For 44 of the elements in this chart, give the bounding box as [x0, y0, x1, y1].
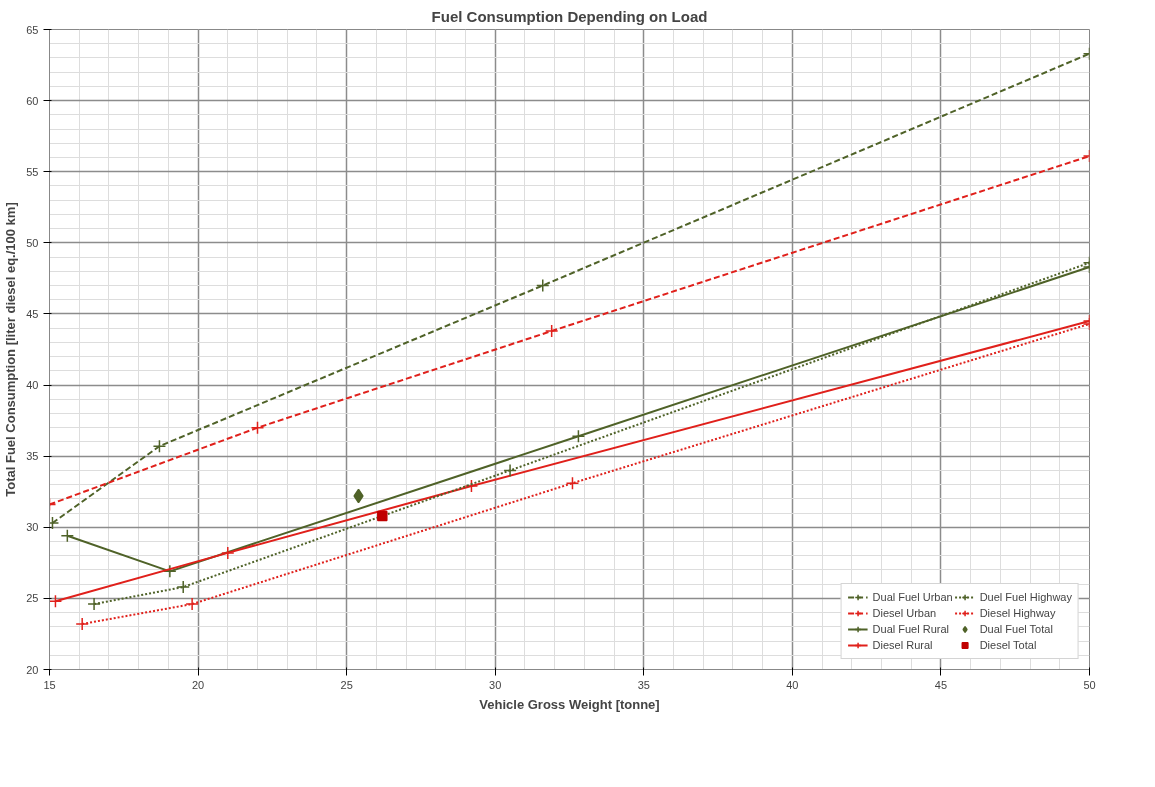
x-tick-label: 20 — [191, 678, 205, 691]
y-axis-title: Total Fuel Consumption [liter diesel eq./100 km] — [3, 202, 19, 497]
y-tick-label: 65 — [26, 23, 39, 36]
x-tick-label: 45 — [934, 678, 948, 691]
x-axis-title: Vehicle Gross Weight [tonne] — [479, 696, 660, 712]
legend-label: Duel Fuel Highway — [979, 590, 1072, 604]
x-tick-label: 30 — [489, 678, 502, 691]
point — [176, 580, 190, 594]
point — [503, 463, 517, 478]
x-tick-label: 50 — [1083, 678, 1096, 691]
legend-label: Dual Fuel Rural — [872, 622, 949, 636]
x-tick-label: 15 — [43, 678, 56, 691]
y-tick-label: 40 — [26, 379, 39, 392]
y-tick-label: 60 — [26, 94, 39, 107]
point — [75, 617, 89, 631]
point — [60, 529, 75, 543]
x-tick-label: 35 — [637, 678, 650, 691]
legend-label: Diesel Rural — [872, 638, 933, 652]
x-tick-label: 25 — [340, 678, 353, 691]
point — [185, 597, 199, 611]
y-tick-label: 35 — [26, 450, 39, 463]
legend-label: Diesel Total — [979, 638, 1037, 652]
y-tick-label: 30 — [26, 521, 39, 534]
legend-label: Diesel Urban — [872, 606, 937, 620]
legend-label: Dual Fuel Urban — [872, 590, 953, 604]
y-tick-label: 25 — [26, 592, 39, 605]
point — [49, 594, 63, 608]
legend-label: Dual Fuel Total — [979, 622, 1053, 636]
y-tick-label: 45 — [26, 307, 39, 320]
chart-title: Fuel Consumption Depending on Load — [431, 7, 708, 25]
point — [536, 278, 550, 293]
y-tick-label: 55 — [26, 165, 39, 178]
point — [87, 597, 101, 611]
point — [163, 564, 177, 579]
y-tick-label: 50 — [26, 236, 39, 249]
point — [565, 476, 580, 490]
point — [377, 510, 388, 522]
point — [571, 429, 586, 444]
point — [49, 516, 60, 530]
y-tick-label: 20 — [26, 663, 39, 676]
x-tick-label: 40 — [786, 678, 799, 691]
legend-label: Diesel Highway — [979, 606, 1056, 620]
point — [221, 546, 235, 560]
point — [464, 479, 479, 493]
